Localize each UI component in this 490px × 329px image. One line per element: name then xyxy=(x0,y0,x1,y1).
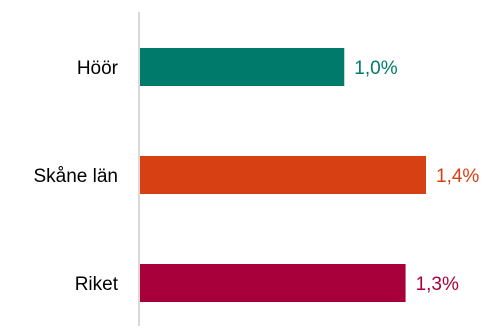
bar xyxy=(140,156,426,194)
category-label: Skåne län xyxy=(33,166,118,187)
bar xyxy=(140,48,345,86)
bar xyxy=(140,264,406,302)
category-label: Riket xyxy=(75,274,119,295)
bars-layer: Höör 1,0% Skåne län 1,4% Riket 1,3% xyxy=(33,48,479,302)
value-label: 1,4% xyxy=(436,166,479,187)
value-label: 1,0% xyxy=(354,58,397,79)
value-label: 1,3% xyxy=(416,274,459,295)
category-label: Höör xyxy=(77,58,119,79)
